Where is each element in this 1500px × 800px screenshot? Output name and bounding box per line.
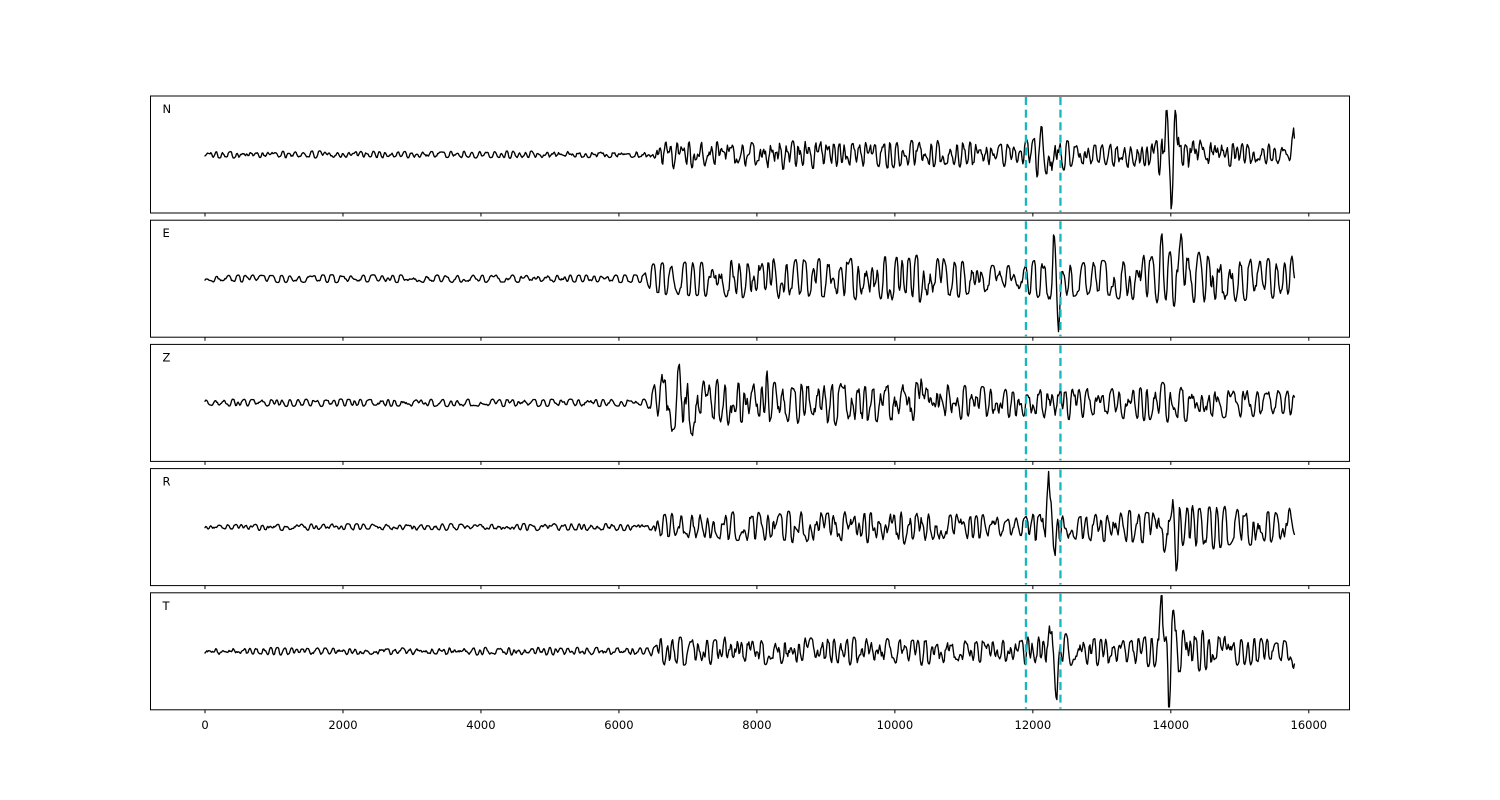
panel-frame-T <box>150 592 1350 711</box>
x-tick-label-6000: 6000 <box>604 718 633 732</box>
panel-frame-R <box>150 468 1350 587</box>
panel-frame-N <box>150 95 1350 214</box>
x-tick-label-2000: 2000 <box>328 718 357 732</box>
panel-frame-Z <box>150 343 1350 462</box>
waveform-trace-N <box>204 109 1296 210</box>
x-tick-label-14000: 14000 <box>1153 718 1190 732</box>
panel-label-T: T <box>162 599 171 613</box>
x-tick-label-12000: 12000 <box>1015 718 1052 732</box>
waveform-trace-E <box>204 233 1296 333</box>
panel-label-Z: Z <box>163 350 171 364</box>
waveform-trace-Z <box>204 363 1296 437</box>
panel-frame-E <box>150 219 1350 338</box>
panel-label-R: R <box>163 475 171 489</box>
x-tick-label-0: 0 <box>201 718 208 732</box>
x-tick-label-4000: 4000 <box>466 718 495 732</box>
x-tick-label-16000: 16000 <box>1291 718 1328 732</box>
waveform-trace-T <box>204 595 1296 708</box>
panel-label-E: E <box>163 226 170 240</box>
panel-label-N: N <box>163 102 172 116</box>
x-tick-label-10000: 10000 <box>877 718 914 732</box>
waveform-trace-R <box>204 470 1296 572</box>
x-tick-label-8000: 8000 <box>742 718 771 732</box>
